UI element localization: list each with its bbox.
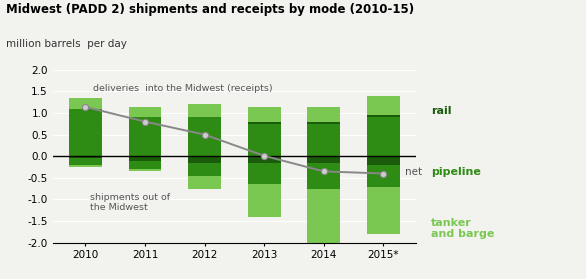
Bar [188, 117, 221, 156]
Bar [129, 169, 161, 171]
Text: shipments out of
the Midwest: shipments out of the Midwest [90, 193, 171, 212]
Bar [367, 187, 400, 234]
Bar [188, 176, 221, 189]
Text: rail: rail [431, 106, 451, 116]
Text: pipeline: pipeline [431, 167, 481, 177]
Bar [248, 184, 281, 217]
Bar [308, 189, 340, 249]
Bar [188, 163, 221, 176]
Text: net: net [405, 167, 422, 177]
Bar [248, 107, 281, 122]
Bar [308, 122, 340, 124]
Bar [69, 158, 102, 165]
Bar [367, 165, 400, 187]
Bar [367, 115, 400, 117]
Bar [129, 161, 161, 169]
Bar [308, 163, 340, 189]
Bar [248, 122, 281, 124]
Bar [248, 163, 281, 184]
Text: million barrels  per day: million barrels per day [6, 39, 127, 49]
Bar [367, 117, 400, 156]
Bar [129, 156, 161, 161]
Bar [129, 117, 161, 156]
Bar [129, 107, 161, 117]
Bar [308, 156, 340, 163]
Bar [308, 124, 340, 156]
Text: deliveries  into the Midwest (receipts): deliveries into the Midwest (receipts) [93, 84, 272, 93]
Bar [248, 156, 281, 163]
Bar [188, 156, 221, 163]
Bar [69, 156, 102, 158]
Text: Midwest (PADD 2) shipments and receipts by mode (2010-15): Midwest (PADD 2) shipments and receipts … [6, 3, 414, 16]
Text: tanker
and barge: tanker and barge [431, 218, 494, 239]
Bar [248, 124, 281, 156]
Bar [69, 109, 102, 156]
Bar [367, 96, 400, 115]
Bar [69, 165, 102, 167]
Bar [69, 98, 102, 109]
Bar [308, 107, 340, 122]
Bar [188, 104, 221, 117]
Bar [367, 156, 400, 165]
